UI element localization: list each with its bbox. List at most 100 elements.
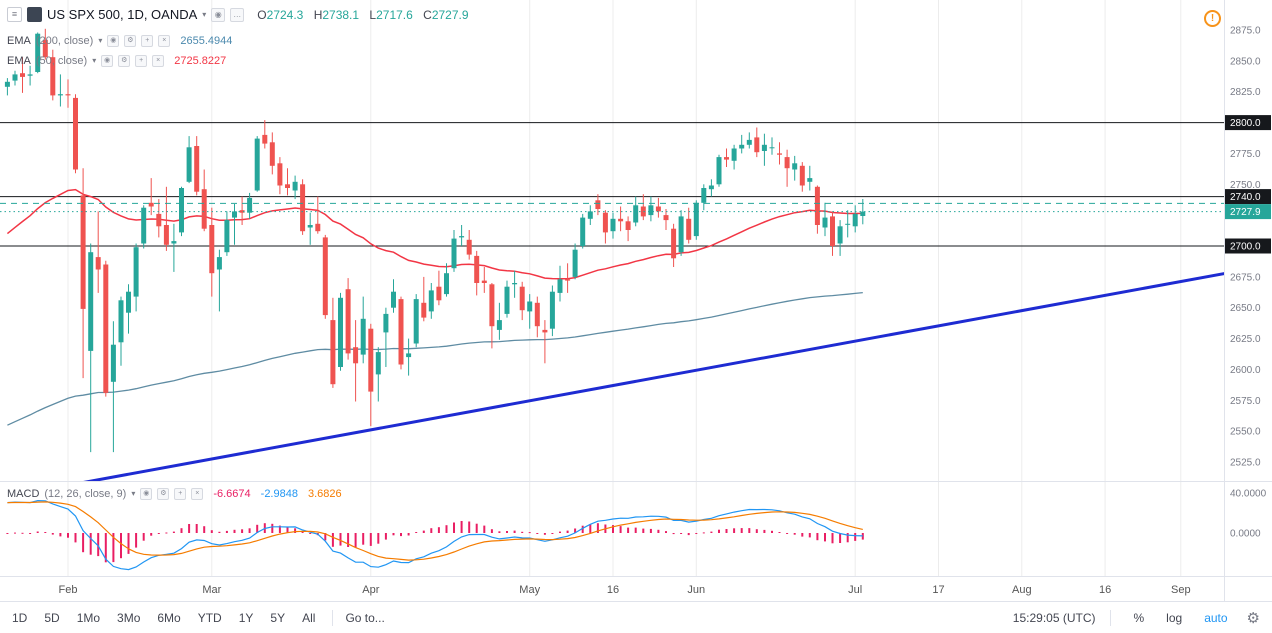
indicator-row-ema50: EMA (50, close) ▾ ◉ ⚙ + × 2725.8227	[7, 53, 469, 68]
visibility-toggle-icon[interactable]: ◉	[101, 54, 114, 67]
svg-text:Jul: Jul	[848, 584, 862, 596]
indicator-params: (200, close)	[35, 34, 94, 47]
settings-icon[interactable]: ⚙	[157, 487, 170, 500]
price-badge	[1225, 115, 1271, 131]
close-label: C	[423, 7, 432, 22]
svg-text:2750.0: 2750.0	[1230, 180, 1261, 191]
chart-type-icon[interactable]	[27, 7, 42, 22]
high-value: 2738.1	[322, 7, 360, 22]
macd-pane	[6, 499, 864, 571]
svg-text:16: 16	[1099, 584, 1111, 596]
svg-text:2550.0: 2550.0	[1230, 427, 1261, 438]
svg-text:17: 17	[932, 584, 944, 596]
svg-text:2650.0: 2650.0	[1230, 303, 1261, 314]
settings-icon[interactable]: ⚙	[118, 54, 131, 67]
chevron-down-icon[interactable]: ▾	[98, 36, 103, 45]
svg-text:16: 16	[607, 584, 619, 596]
svg-text:2825.0: 2825.0	[1230, 87, 1261, 98]
open-value: 2724.3	[266, 7, 304, 22]
candles	[4, 28, 866, 453]
svg-text:May: May	[519, 584, 540, 596]
divider	[1109, 609, 1111, 626]
add-icon[interactable]: +	[141, 34, 154, 47]
svg-text:2875.0: 2875.0	[1230, 26, 1261, 37]
svg-text:0.0000: 0.0000	[1230, 529, 1261, 540]
close-icon[interactable]: ×	[191, 487, 204, 500]
range-3mo[interactable]: 3Mo	[117, 610, 141, 625]
auto-scale-button[interactable]: auto	[1204, 610, 1228, 625]
svg-text:2675.0: 2675.0	[1230, 272, 1261, 283]
visibility-toggle-icon[interactable]: ◉	[140, 487, 153, 500]
range-1d[interactable]: 1D	[12, 610, 28, 625]
add-icon[interactable]: +	[174, 487, 187, 500]
chevron-down-icon[interactable]: ▾	[92, 56, 97, 65]
svg-text:Aug: Aug	[1012, 584, 1032, 596]
low-value: 2717.6	[376, 7, 413, 22]
range-all[interactable]: All	[302, 610, 316, 625]
low-label: L	[369, 7, 377, 22]
range-5d[interactable]: 5D	[44, 610, 60, 625]
indicator-value: 2655.4944	[180, 34, 233, 47]
price-badge	[1225, 238, 1271, 254]
open-label: O	[257, 7, 267, 22]
svg-text:2625.0: 2625.0	[1230, 334, 1261, 345]
range-1y[interactable]: 1Y	[238, 610, 254, 625]
price-badge	[1225, 189, 1271, 205]
bottom-toolbar: 1D 5D 1Mo 3Mo 6Mo YTD 1Y 5Y All Go to...…	[0, 601, 1272, 633]
chart-legend: ≡ US SPX 500, 1D, OANDA ▾ ◉ … O2724.3 H2…	[7, 7, 469, 73]
range-5y[interactable]: 5Y	[270, 610, 286, 625]
macd-line-value: -2.9848	[260, 487, 298, 500]
svg-text:2525.0: 2525.0	[1230, 458, 1261, 469]
indicator-params: (12, 26, close, 9)	[44, 487, 127, 500]
close-value: 2727.9	[431, 7, 469, 22]
range-6mo[interactable]: 6Mo	[157, 610, 181, 625]
indicator-value: 2725.8227	[174, 54, 227, 67]
range-1mo[interactable]: 1Mo	[76, 610, 101, 625]
price-axis[interactable]: 2875.0 2850.0 2825.0 2775.0 2750.0 2675.0 2650…	[1230, 26, 1267, 540]
range-ytd[interactable]: YTD	[197, 610, 222, 625]
price-badge-label: 2700.0	[1230, 242, 1261, 253]
alert-icon[interactable]: !	[1204, 10, 1221, 27]
ohlc-values: O2724.3 H2738.1 L2717.6 C2727.9	[257, 8, 468, 22]
svg-text:Apr: Apr	[362, 584, 379, 596]
menu-icon[interactable]: ≡	[7, 7, 22, 22]
settings-icon[interactable]: ⚙	[124, 34, 137, 47]
price-badge-label: 2740.0	[1230, 192, 1261, 203]
symbol-title[interactable]: US SPX 500, 1D, OANDA	[47, 7, 198, 22]
visibility-toggle-icon[interactable]: ◉	[107, 34, 120, 47]
settings-gear-icon[interactable]: ⚙	[1246, 609, 1260, 627]
svg-text:Jun: Jun	[687, 584, 705, 596]
indicator-name[interactable]: MACD	[7, 487, 40, 500]
percent-scale-button[interactable]: %	[1133, 610, 1145, 625]
svg-text:2775.0: 2775.0	[1230, 149, 1261, 160]
visibility-toggle-icon[interactable]: ◉	[211, 7, 226, 22]
chevron-down-icon[interactable]: ▾	[131, 489, 136, 498]
indicator-name[interactable]: EMA	[7, 54, 31, 67]
price-badge-label: 2800.0	[1230, 118, 1261, 129]
add-icon[interactable]: +	[135, 54, 148, 67]
goto-button[interactable]: Go to...	[345, 610, 385, 625]
svg-text:Feb: Feb	[59, 584, 78, 596]
svg-text:2575.0: 2575.0	[1230, 396, 1261, 407]
svg-text:40.0000: 40.0000	[1230, 489, 1267, 500]
macd-histogram-value: -6.6674	[213, 487, 251, 500]
high-label: H	[313, 7, 323, 22]
more-options-icon[interactable]: …	[230, 7, 245, 22]
svg-text:Mar: Mar	[202, 584, 221, 596]
macd-legend: MACD (12, 26, close, 9) ▾ ◉ ⚙ + × -6.667…	[7, 486, 342, 506]
trend-line[interactable]	[0, 272, 1226, 498]
macd-signal-value: 3.6826	[307, 487, 342, 500]
close-icon[interactable]: ×	[158, 34, 171, 47]
time-axis[interactable]: Feb Mar Apr May 16 Jun Jul 17 Aug 16 Sep	[59, 584, 1191, 596]
indicator-row-ema200: EMA (200, close) ▾ ◉ ⚙ + × 2655.4944	[7, 33, 469, 48]
divider	[332, 609, 334, 626]
clock[interactable]: 15:29:05 (UTC)	[1012, 610, 1096, 625]
indicator-params: (50, close)	[35, 54, 88, 67]
indicator-name[interactable]: EMA	[7, 34, 31, 47]
log-scale-button[interactable]: log	[1166, 610, 1183, 625]
close-icon[interactable]: ×	[152, 54, 165, 67]
chevron-down-icon[interactable]: ▾	[202, 10, 207, 19]
symbol-row: ≡ US SPX 500, 1D, OANDA ▾ ◉ … O2724.3 H2…	[7, 7, 469, 22]
chart-canvas[interactable]: 2875.0 2850.0 2825.0 2775.0 2750.0 2675.0 2650…	[0, 0, 1272, 601]
